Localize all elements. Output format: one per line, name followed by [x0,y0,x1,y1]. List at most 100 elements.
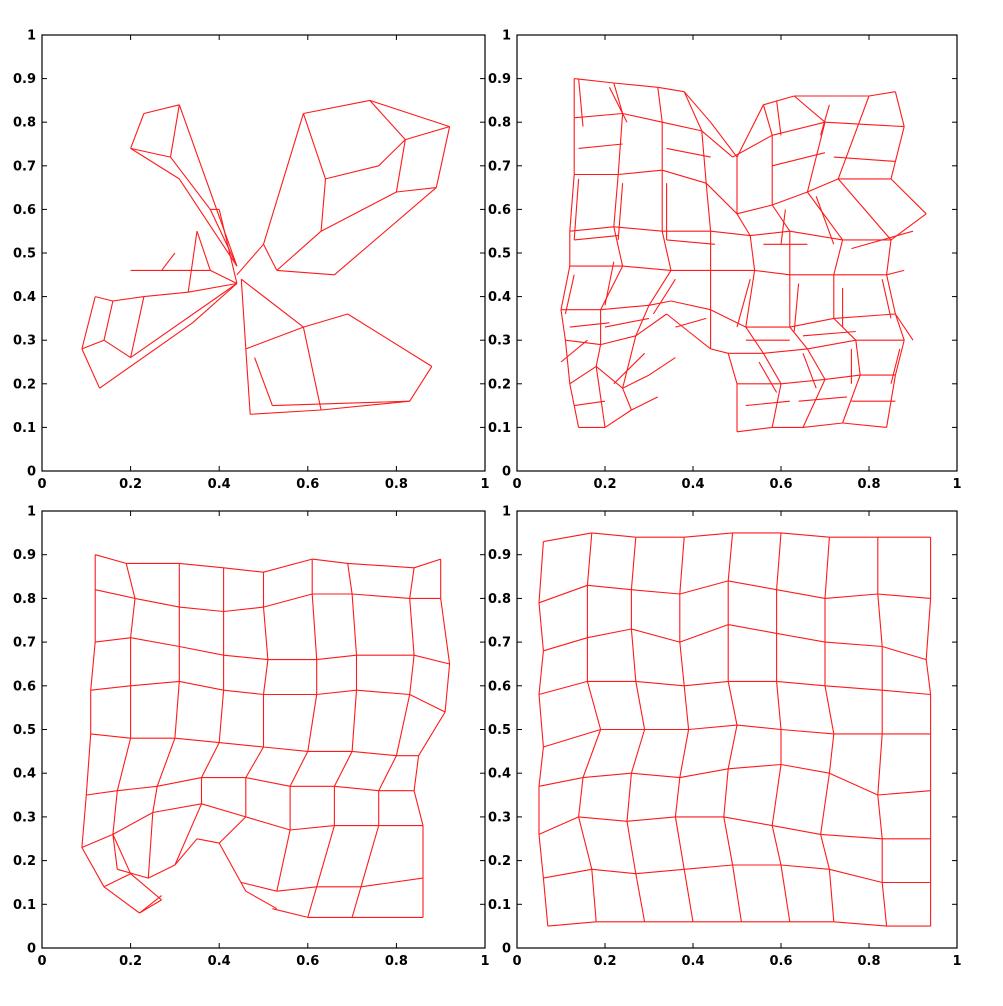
mesh-edge [723,768,729,817]
y-tick-label: 0.7 [488,636,511,651]
mesh-edge [754,269,790,276]
mesh-edge [736,724,782,731]
mesh-edge [347,313,433,367]
mesh-edge [405,126,450,141]
mesh-edge [617,183,624,240]
panel-top-right: 0 0.2 0.4 0.6 0.8 1 0 0.1 0.2 0.3 0.4 0.5 0.6 0.7 0.8 0… [488,29,962,493]
mesh-edge [728,763,782,770]
x-tick-label: 0.6 [296,954,319,969]
mesh-edge [750,230,790,237]
mesh-edge [613,226,624,267]
mesh-edge [312,558,348,564]
mesh-edge [662,169,707,184]
y-tick-label: 0.5 [13,723,36,738]
mesh-edge [684,864,733,870]
mesh-lines [560,78,927,433]
mesh-edge [223,567,264,573]
mesh-edge [710,121,738,158]
mesh-edge [409,655,415,695]
mesh-edge [90,685,131,691]
mesh-edge [626,821,637,874]
mesh-edge [829,772,879,796]
mesh-edge [569,174,575,232]
y-tick-label: 1 [27,505,36,520]
y-tick-label: 0.3 [13,810,36,825]
mesh-edge [321,400,410,411]
mesh-edge [710,348,729,354]
x-tick-label: 0 [512,954,521,969]
mesh-edge [538,680,588,696]
mesh-edge [622,112,663,123]
y-tick-label: 1 [502,505,511,520]
mesh-edge [262,607,269,660]
mesh-edge [103,886,140,914]
mesh-edge [894,313,905,341]
mesh-edge [254,357,273,406]
mesh-edge [276,829,291,892]
mesh-edge [435,126,451,188]
mesh-edge [635,868,685,875]
mesh-edge [245,777,291,787]
mesh-edge [201,742,220,778]
y-tick-label: 0.3 [488,334,511,349]
mesh-edge [776,100,782,136]
mesh-edge [112,834,132,874]
mesh-edge [543,532,592,543]
mesh-edge [347,562,415,569]
mesh-lines [538,532,932,927]
mesh-edge [240,278,304,328]
mesh-edge [263,746,308,752]
y-tick-label: 0 [27,465,36,480]
mesh-edge [728,624,777,634]
mesh-edge [413,654,450,665]
mesh-edge [728,580,777,591]
mesh-edge [156,738,176,787]
mesh-edge [187,231,198,293]
mesh-edge [560,309,566,341]
mesh-edge [661,231,672,271]
mesh-edge [538,816,579,835]
mesh-edge [320,191,397,232]
mesh-edge [130,147,180,180]
mesh-edge [86,790,118,796]
mesh-edge [263,593,313,608]
mesh-edge [815,196,835,245]
mesh-edge [723,816,773,827]
mesh-edge [95,296,114,302]
y-tick-label: 0.5 [488,247,511,262]
mesh-edge [356,689,410,696]
mesh-edge [727,353,738,384]
mesh-edge [894,340,905,376]
mesh-edge [378,755,397,791]
mesh-edge [130,113,145,149]
mesh-edge [369,99,450,128]
y-tick-label: 0.2 [13,854,36,869]
mesh-edge [630,537,637,590]
mesh-edge [578,816,628,822]
mesh-edge [130,296,145,358]
mesh-edge [325,165,379,180]
mesh-edge [824,374,861,380]
mesh-edge [613,352,645,385]
mesh-edge [595,365,623,389]
mesh-edge [564,274,575,315]
mesh-edge [81,339,105,350]
mesh-edge [117,785,158,792]
x-tick-label: 0.8 [857,477,880,492]
axes-frame [41,34,486,472]
mesh-edge [218,816,247,844]
y-tick-label: 0.1 [13,898,36,913]
mesh-edge [81,348,101,389]
mesh-edge [245,746,264,778]
mesh-edge [139,895,162,914]
y-tick-label: 0.1 [13,421,36,436]
mesh-edge [824,685,883,691]
mesh-edge [807,339,856,350]
mesh-edge [762,353,782,385]
y-tick-label: 1 [502,29,511,44]
mesh-edge [591,869,597,922]
y-tick-label: 0.4 [13,767,36,782]
mesh-edge [178,178,238,267]
mesh-edge [631,589,680,595]
